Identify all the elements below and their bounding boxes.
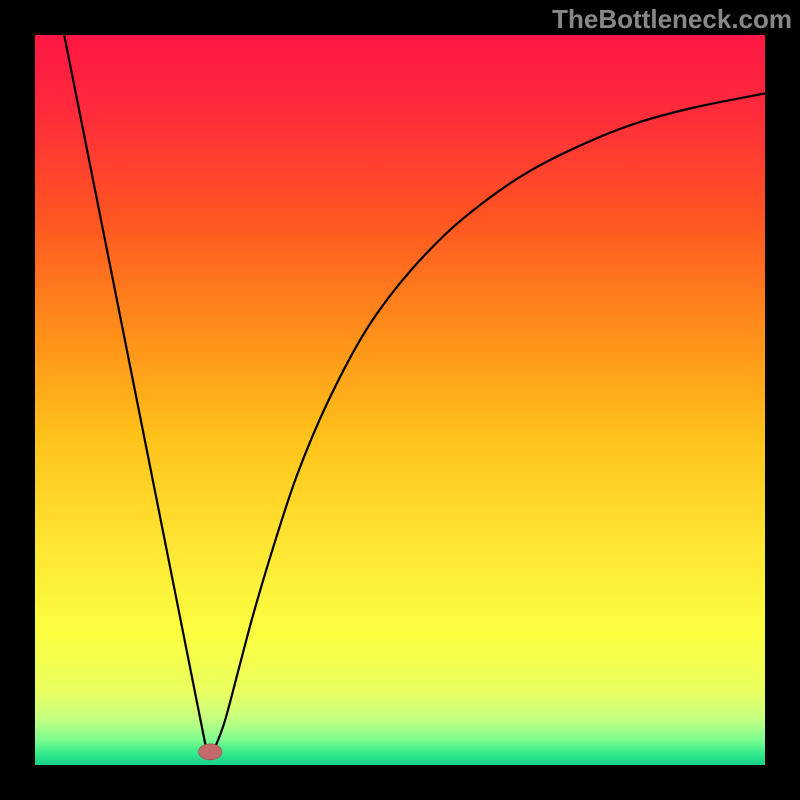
- optimum-marker: [199, 744, 222, 760]
- gradient-background: [35, 35, 765, 765]
- plot-area: [35, 35, 765, 765]
- chart-svg: [35, 35, 765, 765]
- watermark-text: TheBottleneck.com: [552, 4, 792, 35]
